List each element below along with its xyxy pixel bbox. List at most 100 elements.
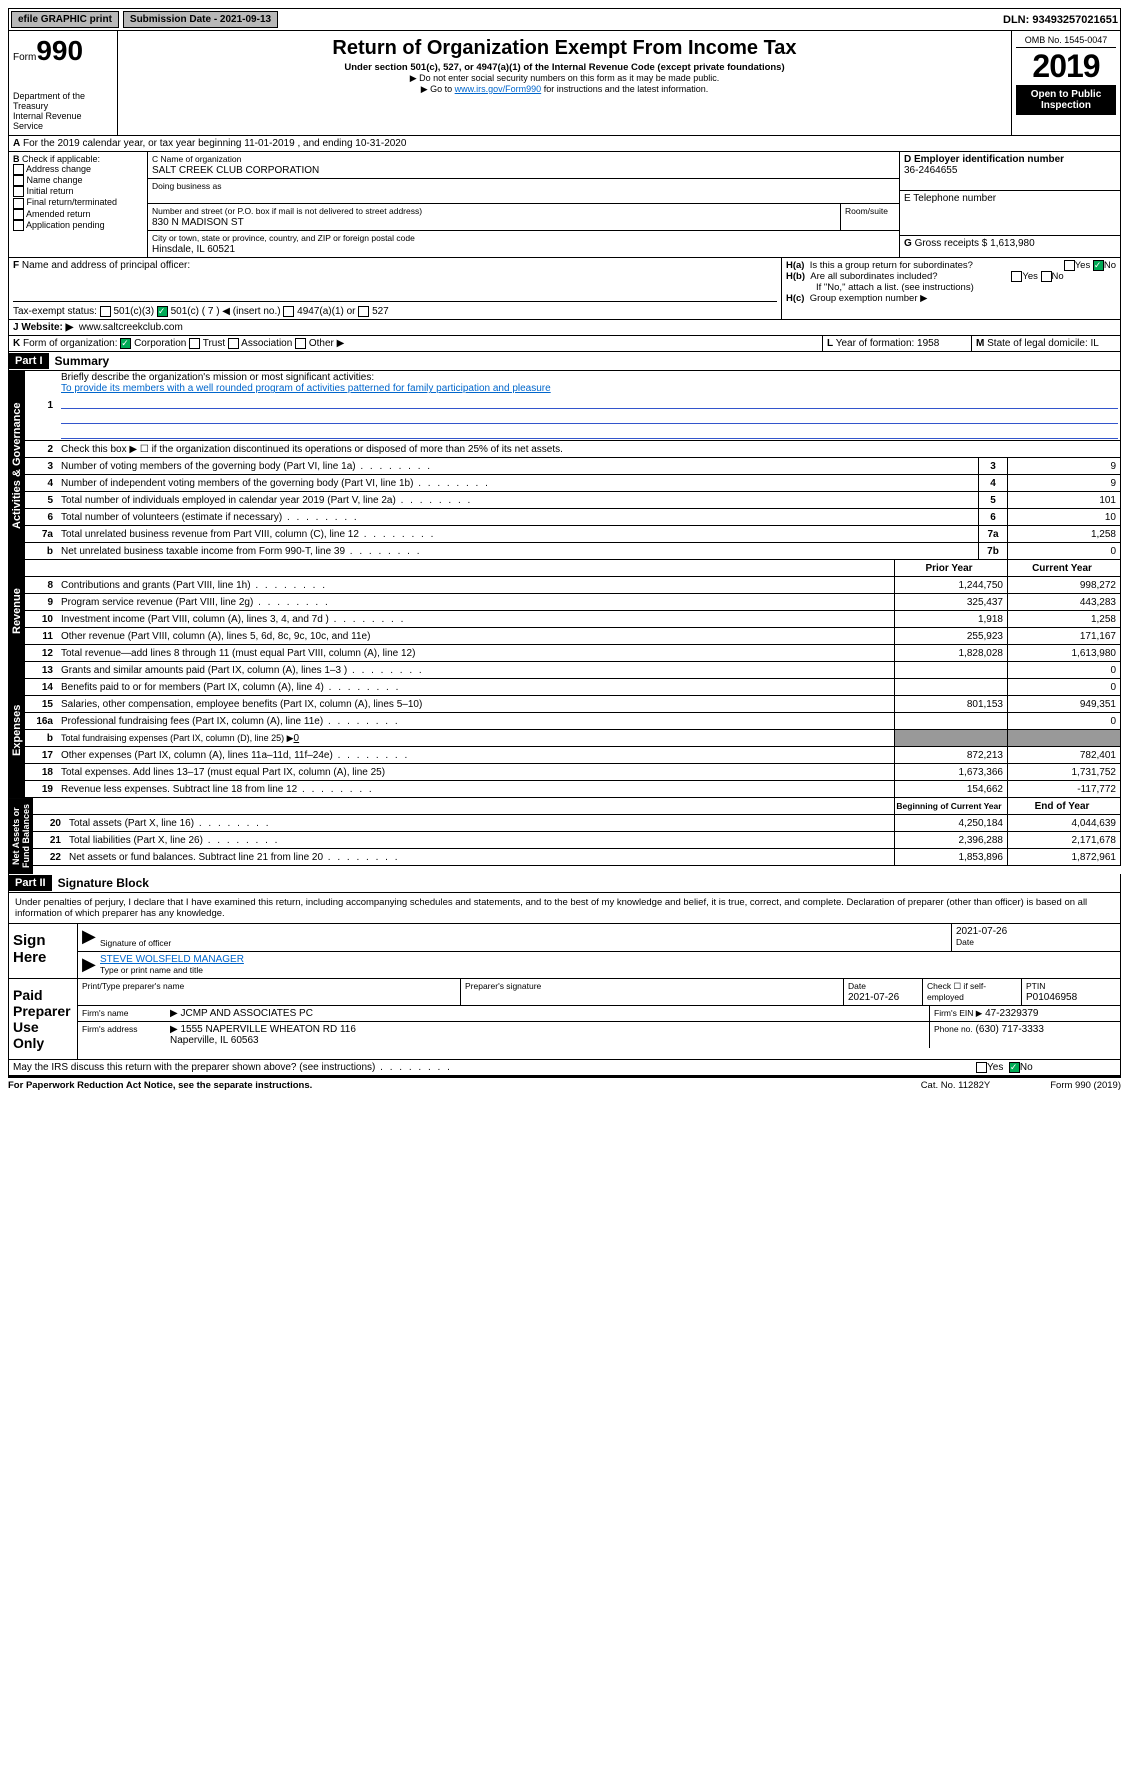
dept: Department of the Treasury Internal Reve… [13, 91, 113, 131]
val-7a: 1,258 [1007, 526, 1120, 542]
firm-name: ▶ JCMP AND ASSOCIATES PC [166, 1006, 930, 1021]
check-pending[interactable] [13, 220, 24, 231]
val-5: 101 [1007, 492, 1120, 508]
val-7b: 0 [1007, 543, 1120, 559]
p17: 872,213 [894, 747, 1007, 763]
section-k: K Form of organization: Corporation Trus… [8, 336, 1121, 352]
c16b [1007, 730, 1120, 746]
section-f-h: F Name and address of principal officer:… [8, 258, 1121, 320]
check-501c3[interactable] [100, 306, 111, 317]
vtab-activities: Activities & Governance [9, 371, 25, 560]
form-ref: Form 990 (2019) [1050, 1080, 1121, 1091]
check-name[interactable] [13, 175, 24, 186]
c22: 1,872,961 [1007, 849, 1120, 865]
paid-prep-label: Paid Preparer Use Only [9, 979, 78, 1059]
revenue-section: Revenue Prior YearCurrent Year 8Contribu… [8, 560, 1121, 662]
discuss-row: May the IRS discuss this return with the… [8, 1060, 1121, 1076]
c8: 998,272 [1007, 577, 1120, 593]
check-amended[interactable] [13, 209, 24, 220]
part1-header: Part I Summary [8, 352, 1121, 371]
firm-ein: 47-2329379 [985, 1008, 1038, 1019]
vtab-expenses: Expenses [9, 662, 25, 798]
tax-period: For the 2019 calendar year, or tax year … [23, 138, 406, 149]
ein-label: D Employer identification number [904, 154, 1064, 165]
domicile: State of legal domicile: IL [987, 338, 1099, 349]
c14: 0 [1007, 679, 1120, 695]
ein: 36-2464655 [904, 165, 957, 176]
subtitle-2: ▶ Do not enter social security numbers o… [122, 73, 1007, 84]
check-527[interactable] [358, 306, 369, 317]
ha-no[interactable] [1093, 260, 1104, 271]
c16a: 0 [1007, 713, 1120, 729]
end-year-hdr: End of Year [1007, 798, 1120, 814]
check-other[interactable] [295, 338, 306, 349]
city: Hinsdale, IL 60521 [152, 244, 235, 255]
addr-label: Number and street (or P.O. box if mail i… [152, 206, 422, 216]
hb-no[interactable] [1041, 271, 1052, 282]
check-501c[interactable] [157, 306, 168, 317]
sig-date: 2021-07-26 [956, 926, 1007, 937]
check-trust[interactable] [189, 338, 200, 349]
check-initial[interactable] [13, 186, 24, 197]
val-4: 9 [1007, 475, 1120, 491]
p15: 801,153 [894, 696, 1007, 712]
part2-header: Part II Signature Block [8, 874, 1121, 893]
form-header: Form990 Department of the Treasury Inter… [8, 31, 1121, 136]
section-b-row: B Check if applicable: Address change Na… [8, 152, 1121, 258]
footer: For Paperwork Reduction Act Notice, see … [8, 1076, 1121, 1091]
check-final[interactable] [13, 198, 24, 209]
hb-yes[interactable] [1011, 271, 1022, 282]
c11: 171,167 [1007, 628, 1120, 644]
beg-year-hdr: Beginning of Current Year [894, 798, 1007, 814]
dln: DLN: 93493257021651 [1003, 14, 1118, 26]
check-address[interactable] [13, 164, 24, 175]
val-6: 10 [1007, 509, 1120, 525]
c21: 2,171,678 [1007, 832, 1120, 848]
phone-label: E Telephone number [904, 193, 996, 204]
instructions-link[interactable]: www.irs.gov/Form990 [455, 84, 542, 94]
prep-date: 2021-07-26 [848, 992, 899, 1003]
year-formed: Year of formation: 1958 [836, 338, 940, 349]
firm-city: Naperville, IL 60563 [170, 1035, 259, 1046]
section-j: J Website: ▶ www.saltcreekclub.com [8, 320, 1121, 336]
p16b [894, 730, 1007, 746]
ptin: P01046958 [1026, 992, 1077, 1003]
c9: 443,283 [1007, 594, 1120, 610]
p13 [894, 662, 1007, 678]
sign-here-label: Sign Here [9, 924, 78, 978]
form-title: Return of Organization Exempt From Incom… [122, 37, 1007, 60]
p14 [894, 679, 1007, 695]
c20: 4,044,639 [1007, 815, 1120, 831]
net-assets-section: Net Assets or Fund Balances Beginning of… [8, 798, 1121, 874]
c15: 949,351 [1007, 696, 1120, 712]
declaration: Under penalties of perjury, I declare th… [8, 893, 1121, 924]
discuss-yes[interactable] [976, 1062, 987, 1073]
pra-notice: For Paperwork Reduction Act Notice, see … [8, 1080, 312, 1091]
dba-label: Doing business as [152, 181, 221, 191]
submission-btn[interactable]: Submission Date - 2021-09-13 [123, 11, 278, 28]
discuss-no[interactable] [1009, 1062, 1020, 1073]
vtab-netassets: Net Assets or Fund Balances [9, 798, 33, 874]
efile-btn[interactable]: efile GRAPHIC print [11, 11, 119, 28]
p21: 2,396,288 [894, 832, 1007, 848]
p10: 1,918 [894, 611, 1007, 627]
prior-year-hdr: Prior Year [894, 560, 1007, 576]
vtab-revenue: Revenue [9, 560, 25, 662]
cat-no: Cat. No. 11282Y [921, 1080, 991, 1091]
subtitle-1: Under section 501(c), 527, or 4947(a)(1)… [122, 62, 1007, 73]
c17: 782,401 [1007, 747, 1120, 763]
p8: 1,244,750 [894, 577, 1007, 593]
tax-year: 2019 [1016, 48, 1116, 85]
p20: 4,250,184 [894, 815, 1007, 831]
firm-addr: ▶ 1555 NAPERVILLE WHEATON RD 116 [170, 1024, 356, 1035]
c10: 1,258 [1007, 611, 1120, 627]
c-label: C Name of organization [152, 154, 241, 164]
check-4947[interactable] [283, 306, 294, 317]
website[interactable]: www.saltcreekclub.com [79, 322, 183, 333]
ha-yes[interactable] [1064, 260, 1075, 271]
c19: -117,772 [1007, 781, 1120, 797]
check-assoc[interactable] [228, 338, 239, 349]
p9: 325,437 [894, 594, 1007, 610]
check-corp[interactable] [120, 338, 131, 349]
officer-name: STEVE WOLSFELD MANAGER [100, 954, 244, 965]
